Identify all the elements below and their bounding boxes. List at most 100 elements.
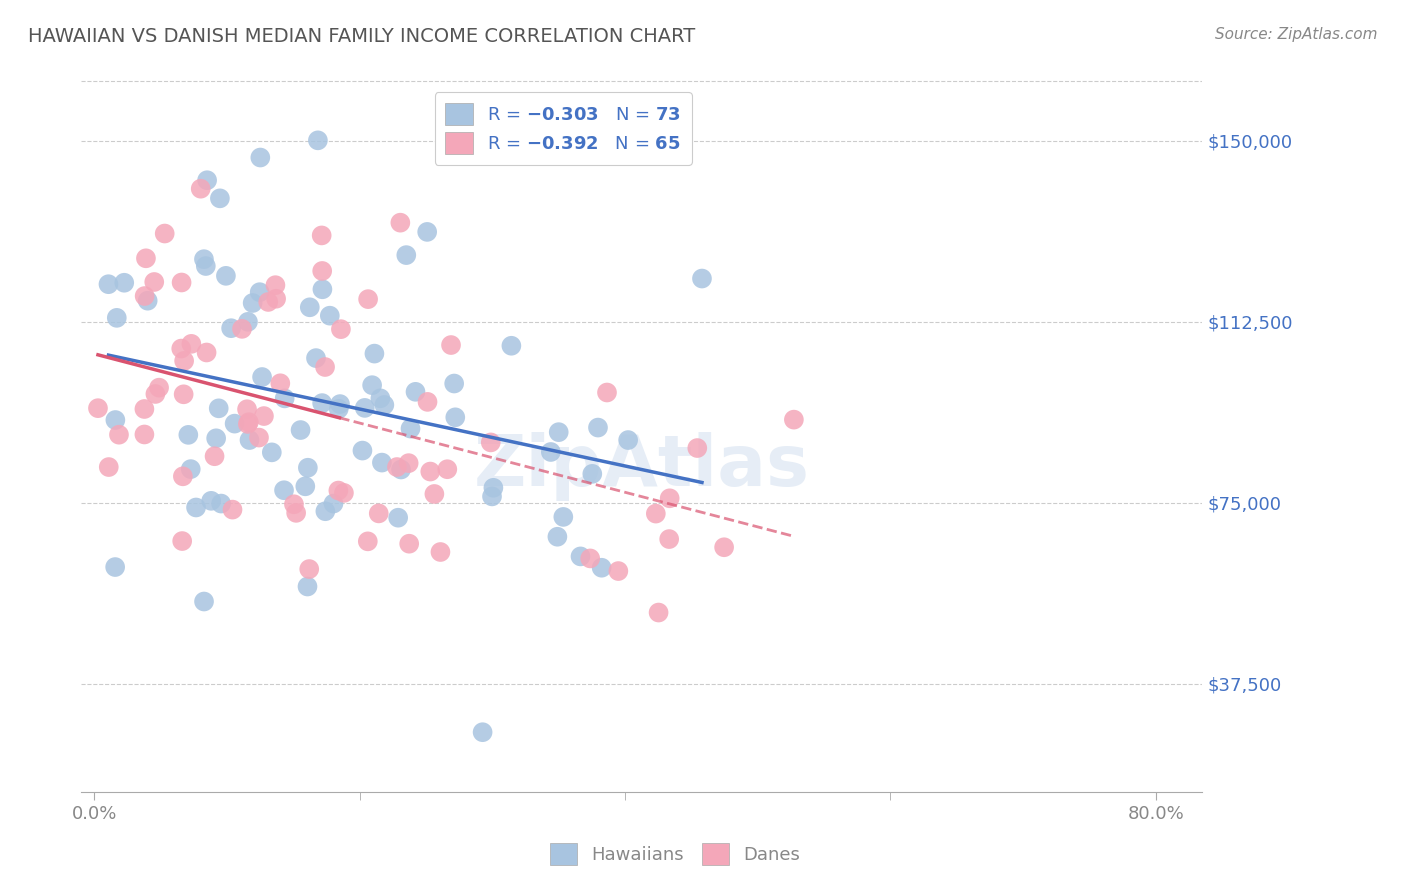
- Point: [586, 420, 609, 434]
- Point: [247, 431, 270, 445]
- Point: [290, 423, 312, 437]
- Point: [236, 402, 259, 417]
- Point: [479, 435, 502, 450]
- Point: [329, 322, 352, 336]
- Point: [436, 462, 458, 476]
- Point: [104, 413, 127, 427]
- Point: [273, 392, 295, 406]
- Point: [236, 315, 259, 329]
- Point: [294, 479, 316, 493]
- Point: [387, 510, 409, 524]
- Point: [658, 491, 681, 506]
- Point: [250, 370, 273, 384]
- Point: [249, 151, 271, 165]
- Point: [108, 427, 131, 442]
- Point: [112, 276, 135, 290]
- Point: [311, 282, 333, 296]
- Point: [170, 276, 193, 290]
- Point: [647, 606, 669, 620]
- Point: [87, 401, 110, 416]
- Point: [311, 228, 333, 243]
- Point: [97, 277, 120, 292]
- Text: ZipAtlas: ZipAtlas: [474, 432, 810, 501]
- Point: [145, 387, 167, 401]
- Point: [307, 133, 329, 147]
- Point: [314, 504, 336, 518]
- Point: [405, 384, 427, 399]
- Point: [224, 417, 246, 431]
- Point: [352, 443, 374, 458]
- Point: [314, 359, 336, 374]
- Point: [319, 309, 342, 323]
- Point: [242, 296, 264, 310]
- Point: [249, 285, 271, 300]
- Point: [328, 401, 350, 416]
- Point: [219, 321, 242, 335]
- Point: [305, 351, 328, 365]
- Point: [322, 497, 344, 511]
- Point: [236, 417, 259, 431]
- Point: [134, 289, 156, 303]
- Point: [283, 497, 305, 511]
- Point: [177, 428, 200, 442]
- Point: [370, 392, 392, 406]
- Point: [333, 486, 356, 500]
- Point: [97, 460, 120, 475]
- Point: [395, 248, 418, 262]
- Point: [221, 502, 243, 516]
- Point: [553, 509, 575, 524]
- Point: [194, 259, 217, 273]
- Point: [298, 562, 321, 576]
- Point: [579, 551, 602, 566]
- Point: [429, 545, 451, 559]
- Point: [367, 507, 389, 521]
- Point: [398, 456, 420, 470]
- Point: [264, 278, 287, 293]
- Point: [180, 336, 202, 351]
- Point: [143, 275, 166, 289]
- Legend: R = $\mathbf{-0.303}$   N = $\mathbf{73}$, R = $\mathbf{-0.392}$   N = $\mathbf{: R = $\mathbf{-0.303}$ N = $\mathbf{73}$,…: [434, 92, 692, 165]
- Point: [361, 378, 384, 392]
- Point: [260, 445, 283, 459]
- Point: [238, 433, 260, 447]
- Point: [644, 507, 666, 521]
- Point: [373, 398, 395, 412]
- Point: [416, 225, 439, 239]
- Point: [257, 295, 280, 310]
- Point: [285, 506, 308, 520]
- Point: [385, 460, 408, 475]
- Point: [195, 173, 218, 187]
- Point: [136, 293, 159, 308]
- Point: [153, 227, 176, 241]
- Point: [231, 322, 253, 336]
- Point: [357, 534, 380, 549]
- Point: [184, 500, 207, 515]
- Point: [686, 441, 709, 455]
- Point: [581, 467, 603, 481]
- Point: [311, 264, 333, 278]
- Point: [690, 271, 713, 285]
- Point: [273, 483, 295, 498]
- Point: [607, 564, 630, 578]
- Point: [148, 381, 170, 395]
- Point: [658, 532, 681, 546]
- Point: [501, 339, 523, 353]
- Point: [363, 346, 385, 360]
- Point: [419, 465, 441, 479]
- Point: [389, 462, 412, 476]
- Point: [547, 425, 569, 439]
- Point: [311, 396, 333, 410]
- Point: [105, 310, 128, 325]
- Point: [328, 483, 350, 498]
- Point: [180, 462, 202, 476]
- Text: HAWAIIAN VS DANISH MEDIAN FAMILY INCOME CORRELATION CHART: HAWAIIAN VS DANISH MEDIAN FAMILY INCOME …: [28, 27, 696, 45]
- Point: [440, 338, 463, 352]
- Point: [208, 401, 231, 416]
- Point: [135, 252, 157, 266]
- Point: [353, 401, 375, 415]
- Point: [591, 560, 613, 574]
- Point: [209, 497, 232, 511]
- Point: [423, 487, 446, 501]
- Point: [398, 537, 420, 551]
- Point: [172, 534, 194, 549]
